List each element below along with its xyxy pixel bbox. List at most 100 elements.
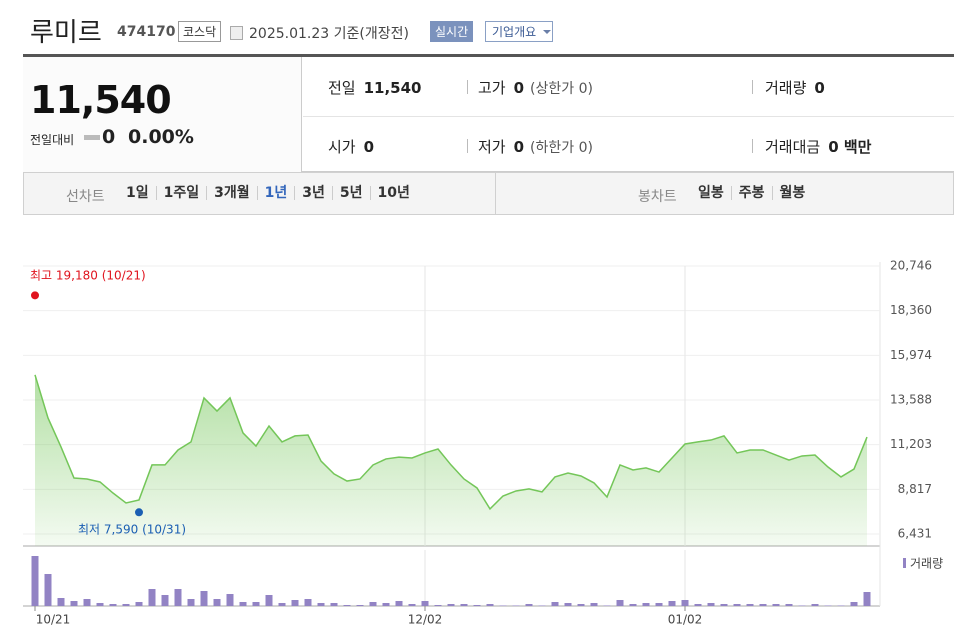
stat-label: 거래대금	[765, 138, 821, 156]
volume-bar	[733, 604, 741, 606]
price-line	[34, 374, 868, 511]
y-tick-label: 8,817	[898, 482, 932, 496]
volume-bar	[57, 598, 65, 606]
market-badge: 코스닥	[178, 21, 222, 42]
volume-bar	[616, 600, 624, 606]
volume-bar	[486, 604, 494, 606]
tab[interactable]: 10년	[369, 186, 417, 200]
extreme-dot	[31, 291, 39, 300]
stock-name: 루미르	[30, 18, 102, 48]
volume-bar	[265, 595, 273, 606]
volume-bar	[577, 604, 585, 606]
stat-value: 0	[814, 79, 825, 97]
volume-bar	[291, 600, 299, 606]
tab-divider	[495, 173, 496, 214]
stat: 거래량 0	[765, 77, 825, 98]
change-label: 전일대비	[30, 133, 75, 147]
tab-group: 일봉 주봉 월봉	[691, 186, 812, 200]
stat: 저가 0 (하한가 0)	[478, 136, 593, 157]
realtime-button[interactable]: 실시간	[430, 21, 474, 42]
volume-bar	[759, 604, 767, 606]
area-fill	[35, 374, 867, 546]
volume-bar	[811, 604, 819, 606]
y-tick-label: 15,974	[890, 348, 932, 362]
tab-group-label: 봉차트	[638, 189, 677, 205]
extreme-dot	[135, 508, 143, 517]
volume-bar	[317, 603, 325, 606]
volume-bar	[109, 604, 117, 606]
tab[interactable]: 3년	[294, 186, 332, 200]
volume-bar	[707, 603, 715, 606]
volume-bar	[226, 594, 234, 606]
change: 0	[102, 126, 116, 148]
tab[interactable]: 1년	[256, 186, 295, 200]
volume-bar	[863, 592, 871, 606]
volume-bar	[239, 602, 247, 606]
volume-bar	[629, 604, 637, 606]
stat-value: 0	[513, 138, 525, 156]
volume-bar	[421, 601, 429, 606]
stat: 거래대금 0 백만	[765, 136, 871, 157]
stat-label: 고가	[478, 79, 506, 97]
stat-label: 거래량	[765, 79, 807, 97]
summary-box	[23, 54, 954, 172]
x-tick-label: 12/02	[408, 613, 443, 627]
volume-bar	[772, 604, 780, 606]
volume-bar	[850, 602, 858, 606]
legend-label: 거래량	[910, 557, 943, 571]
annotation: 최고 19,180 (10/21)	[30, 269, 146, 283]
price: 11,540	[30, 78, 172, 122]
stat: 고가 0 (상한가 0)	[478, 77, 593, 98]
volume-bar	[694, 604, 702, 606]
volume-bar	[213, 599, 221, 606]
price-panel	[23, 57, 302, 172]
volume-bar	[655, 603, 663, 606]
change-rate: 0.00%	[128, 126, 194, 148]
tab[interactable]: 5년	[331, 186, 370, 200]
separator	[752, 139, 753, 153]
flat-icon	[84, 135, 100, 140]
volume-bar	[369, 602, 377, 606]
separator	[467, 139, 468, 153]
volume-bar	[681, 600, 689, 606]
separator	[467, 80, 468, 94]
stat: 전일 11,540	[328, 77, 422, 98]
tab[interactable]: 3개월	[206, 186, 257, 200]
volume-bar	[356, 605, 364, 606]
tab[interactable]: 월봉	[771, 186, 813, 200]
calendar-icon	[230, 26, 243, 40]
tab-group: 1일 1주일 3개월 1년 3년 5년 10년	[119, 186, 417, 200]
row-divider	[303, 116, 954, 117]
stat-value: 0	[363, 138, 375, 156]
tab-group-label: 선차트	[66, 189, 105, 205]
legend-swatch	[903, 558, 906, 568]
volume-bar	[785, 604, 793, 606]
tab[interactable]: 주봉	[730, 186, 772, 200]
tab[interactable]: 1주일	[155, 186, 207, 200]
volume-bar	[135, 602, 143, 606]
volume-bar	[642, 603, 650, 606]
company-button[interactable]: 기업개요	[485, 21, 554, 42]
volume-bar	[278, 603, 286, 606]
tab-bar	[23, 172, 954, 215]
y-tick-label: 20,746	[890, 259, 932, 273]
volume-bar	[83, 599, 91, 606]
volume-bar	[447, 604, 455, 606]
volume-bar	[434, 605, 442, 606]
volume-bar	[499, 605, 507, 606]
volume-bar	[512, 605, 520, 606]
volume-bar	[837, 605, 845, 606]
stat-value: 11,540	[363, 79, 422, 97]
stat-value: 0 백만	[828, 138, 872, 156]
volume-bar	[460, 604, 468, 606]
volume-bar	[187, 599, 195, 606]
stat-label: 저가	[478, 138, 506, 156]
stat-sub: (하한가 0)	[530, 140, 593, 156]
tab[interactable]: 1일	[126, 185, 149, 201]
y-tick-label: 18,360	[890, 303, 932, 317]
tab[interactable]: 일봉	[698, 185, 724, 201]
volume-bar	[824, 605, 832, 606]
volume-bar	[746, 604, 754, 606]
x-tick-label: 10/21	[36, 613, 71, 627]
